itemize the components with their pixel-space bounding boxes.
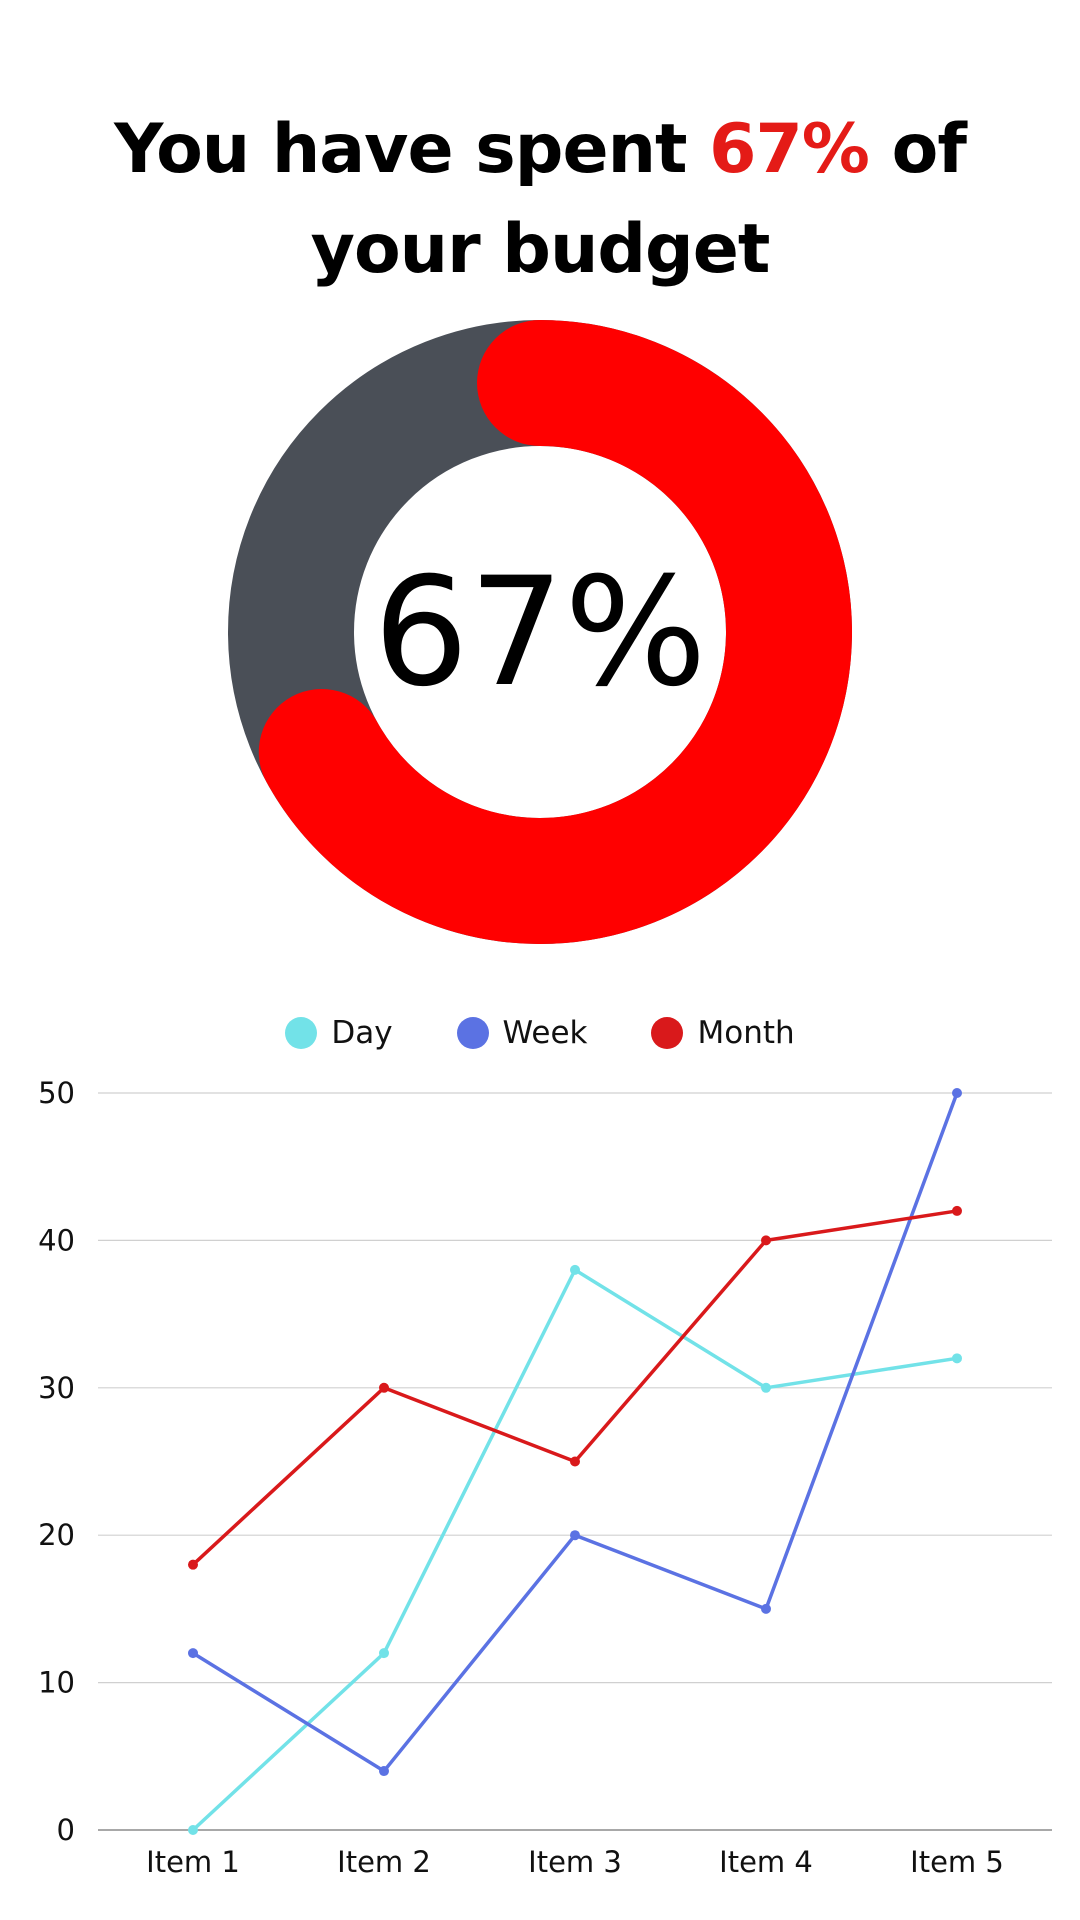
legend-swatch — [651, 1017, 683, 1049]
y-axis-ticks: 0 10 20 30 40 50 — [38, 1076, 75, 1847]
line-chart-legend: Day Week Month — [0, 1008, 1080, 1058]
y-tick-label: 0 — [57, 1813, 75, 1847]
data-point-month — [952, 1206, 962, 1216]
y-tick-label: 40 — [38, 1223, 75, 1257]
data-point-month — [761, 1235, 771, 1245]
legend-swatch — [457, 1017, 489, 1049]
data-point-day — [761, 1383, 771, 1393]
x-tick-label: Item 4 — [719, 1845, 813, 1879]
donut-center-label: 67% — [373, 546, 706, 720]
x-tick-label: Item 5 — [910, 1845, 1004, 1879]
y-tick-label: 30 — [38, 1371, 75, 1405]
data-point-month — [188, 1560, 198, 1570]
x-tick-label: Item 3 — [528, 1845, 622, 1879]
data-point-week — [761, 1604, 771, 1614]
x-tick-label: Item 2 — [337, 1845, 431, 1879]
data-point-month — [570, 1457, 580, 1467]
series-week — [188, 1088, 962, 1776]
headline-highlight: 67% — [709, 110, 869, 189]
legend-item-month: Month — [651, 1015, 794, 1051]
data-point-month — [379, 1383, 389, 1393]
data-point-week — [952, 1088, 962, 1098]
legend-swatch — [285, 1017, 317, 1049]
series-line-week — [193, 1093, 957, 1771]
legend-label: Month — [697, 1015, 794, 1051]
data-point-day — [379, 1648, 389, 1658]
data-point-week — [188, 1648, 198, 1658]
headline: You have spent 67% of your budget — [80, 100, 1000, 300]
headline-prefix: You have spent — [114, 110, 709, 189]
legend-label: Week — [503, 1015, 588, 1051]
donut-chart: 67% — [228, 320, 852, 944]
legend-item-day: Day — [285, 1015, 392, 1051]
data-point-day — [952, 1353, 962, 1363]
y-tick-label: 20 — [38, 1518, 75, 1552]
data-point-week — [379, 1766, 389, 1776]
y-tick-label: 10 — [38, 1666, 75, 1700]
series-line-day — [193, 1270, 957, 1830]
legend-item-week: Week — [457, 1015, 588, 1051]
data-point-day — [188, 1825, 198, 1835]
x-axis-ticks: Item 1 Item 2 Item 3 Item 4 Item 5 — [146, 1845, 1004, 1879]
series-day — [188, 1265, 962, 1835]
data-point-week — [570, 1530, 580, 1540]
data-point-day — [570, 1265, 580, 1275]
legend-label: Day — [331, 1015, 392, 1051]
y-tick-label: 50 — [38, 1076, 75, 1110]
x-tick-label: Item 1 — [146, 1845, 240, 1879]
